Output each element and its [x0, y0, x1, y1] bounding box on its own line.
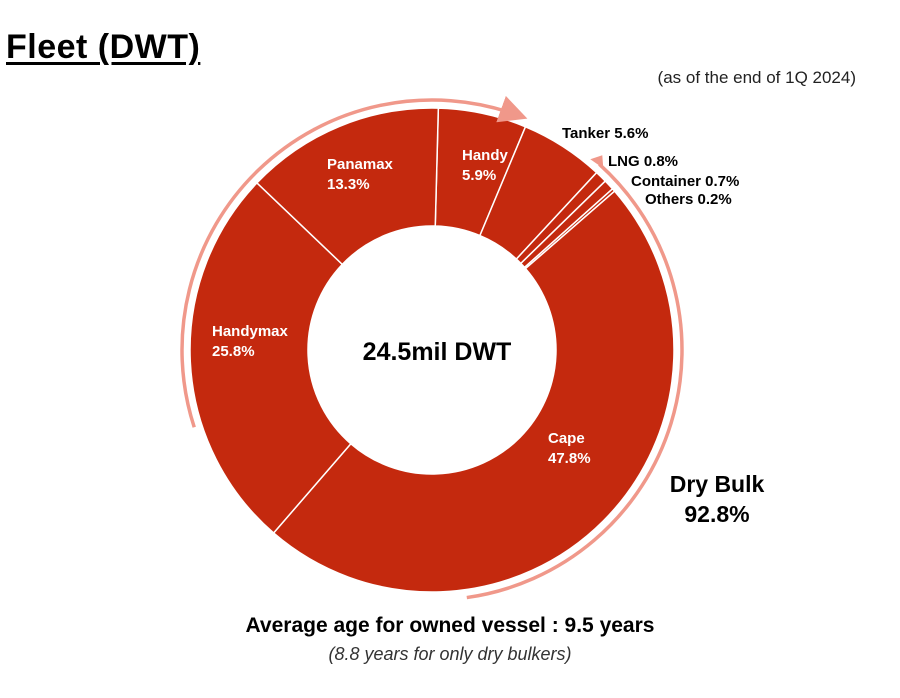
- label-cape: Cape: [548, 430, 585, 447]
- label-lng: LNG 0.8%: [608, 153, 678, 170]
- slice-cape: [272, 190, 675, 593]
- as-of-date: (as of the end of 1Q 2024): [657, 68, 856, 87]
- dry-bulk-arrowhead: [590, 155, 604, 169]
- dry-bulk-label: Dry Bulk: [670, 471, 765, 497]
- slice-panamax: [255, 107, 440, 266]
- label-panamax: Panamax: [327, 156, 394, 173]
- value-handymax: 25.8%: [212, 343, 255, 360]
- value-handy: 5.9%: [462, 167, 496, 184]
- label-tanker: Tanker 5.6%: [562, 125, 648, 142]
- value-cape: 47.8%: [548, 450, 591, 467]
- center-total-label: 24.5mil DWT: [363, 338, 512, 366]
- average-age-text: Average age for owned vessel : 9.5 years: [245, 614, 655, 637]
- dry-bulk-arc-right: [466, 162, 684, 600]
- value-panamax: 13.3%: [327, 176, 370, 193]
- average-age-note: (8.8 years for only dry bulkers): [328, 644, 572, 664]
- page-title: Fleet (DWT): [6, 28, 201, 66]
- label-handymax: Handymax: [212, 323, 289, 340]
- label-handy: Handy: [462, 147, 509, 164]
- dry-bulk-value: 92.8%: [684, 501, 749, 527]
- dry-bulk-arc-upper: [180, 95, 528, 428]
- slice-handymax: [189, 181, 352, 535]
- label-container: Container 0.7%: [631, 173, 739, 190]
- label-others: Others 0.2%: [645, 191, 732, 208]
